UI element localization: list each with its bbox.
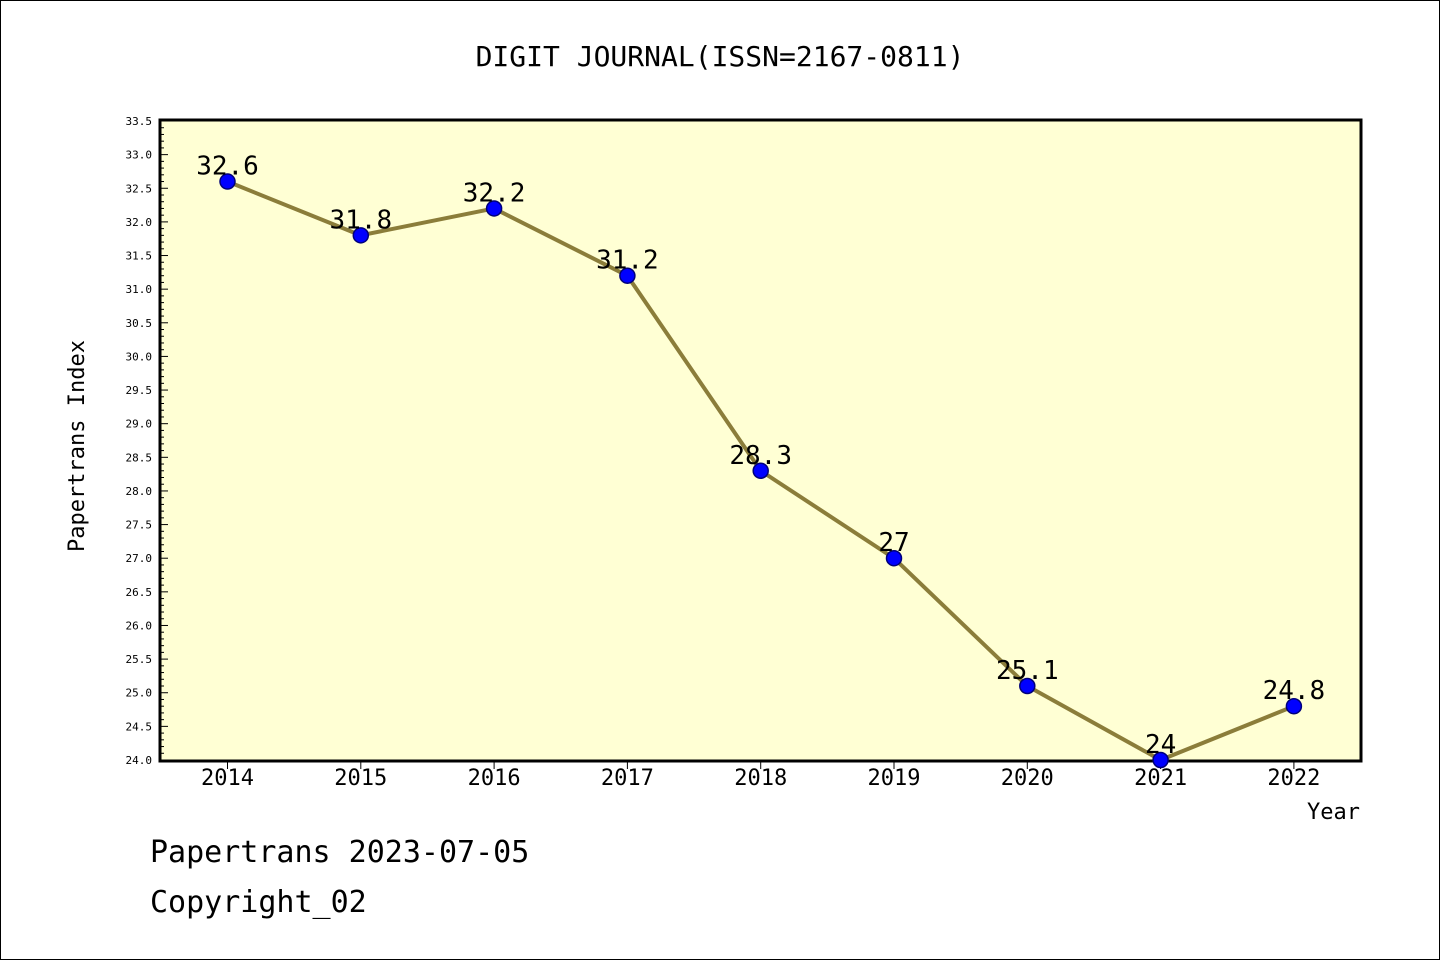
y-tick-label: 27.0 xyxy=(126,552,153,565)
x-tick-label: 2014 xyxy=(201,766,254,791)
x-axis: 2014 2015 2016 2017 2018 2019 2020 2021 2022 xyxy=(201,761,1320,791)
y-tick-label: 32.0 xyxy=(126,216,153,229)
x-tick-label: 2020 xyxy=(1001,766,1054,791)
x-tick-label: 2018 xyxy=(734,766,787,791)
y-tick-label: 31.5 xyxy=(126,250,153,263)
data-point xyxy=(1152,751,1169,769)
data-point xyxy=(752,462,769,480)
data-label: 32.2 xyxy=(463,178,526,208)
y-tick-label: 26.5 xyxy=(126,586,153,599)
data-point xyxy=(485,200,503,217)
y-tick-label: 32.5 xyxy=(126,182,153,195)
x-tick-label: 2022 xyxy=(1267,766,1320,791)
plot-area xyxy=(158,118,1363,763)
data-point xyxy=(219,173,236,190)
y-tick-label: 25.0 xyxy=(126,687,153,700)
data-markers xyxy=(219,173,1303,769)
x-tick-label: 2015 xyxy=(334,766,387,791)
y-tick-label: 28.5 xyxy=(126,451,153,464)
x-tick-label: 2016 xyxy=(468,766,521,791)
x-axis-title: Year xyxy=(1307,800,1360,825)
x-tick-label: 2017 xyxy=(601,766,654,791)
data-label: 31.8 xyxy=(329,205,392,235)
data-point xyxy=(885,549,903,567)
y-tick-label: 28.0 xyxy=(126,485,153,498)
data-label: 32.6 xyxy=(196,152,259,182)
data-point xyxy=(1019,677,1036,695)
x-tick-label: 2019 xyxy=(868,766,921,791)
footer-copyright: Copyright_02 xyxy=(150,885,367,920)
y-tick-label: 31.0 xyxy=(126,283,153,296)
data-label: 31.2 xyxy=(596,246,659,276)
y-tick-label: 24.5 xyxy=(126,720,153,733)
y-tick-label: 30.0 xyxy=(126,350,153,363)
y-tick-label: 33.5 xyxy=(126,115,153,128)
y-tick-label: 24.0 xyxy=(126,754,153,767)
y-tick-label: 25.5 xyxy=(126,653,153,666)
data-point xyxy=(1285,697,1303,715)
y-tick-label: 29.5 xyxy=(126,384,153,397)
y-tick-label: 33.0 xyxy=(126,149,153,162)
data-label: 25.1 xyxy=(996,656,1059,686)
data-point xyxy=(619,267,636,284)
data-label: 27 xyxy=(878,528,909,558)
y-tick-label: 27.5 xyxy=(126,519,153,532)
chart-title: DIGIT JOURNAL(ISSN=2167-0811) xyxy=(476,40,965,73)
data-point xyxy=(352,227,370,244)
data-label: 28.3 xyxy=(729,441,792,471)
footer-date-line: Papertrans 2023-07-05 xyxy=(150,835,530,870)
y-tick-label: 29.0 xyxy=(126,418,153,431)
y-axis-title: Papertrans Index xyxy=(65,340,90,552)
y-axis: 24.0 24.5 25.0 25.5 26.0 26.5 27.0 27.5 28.0 28.5… xyxy=(126,115,168,767)
y-tick-label: 30.5 xyxy=(126,317,153,330)
y-tick-label: 26.0 xyxy=(126,619,153,632)
data-labels: 32.6 31.8 32.2 31.2 28.3 27 25.1 24 24.8 xyxy=(196,152,1325,760)
data-label: 24 xyxy=(1145,730,1176,760)
x-tick-label: 2021 xyxy=(1134,766,1187,791)
data-label: 24.8 xyxy=(1263,676,1326,706)
